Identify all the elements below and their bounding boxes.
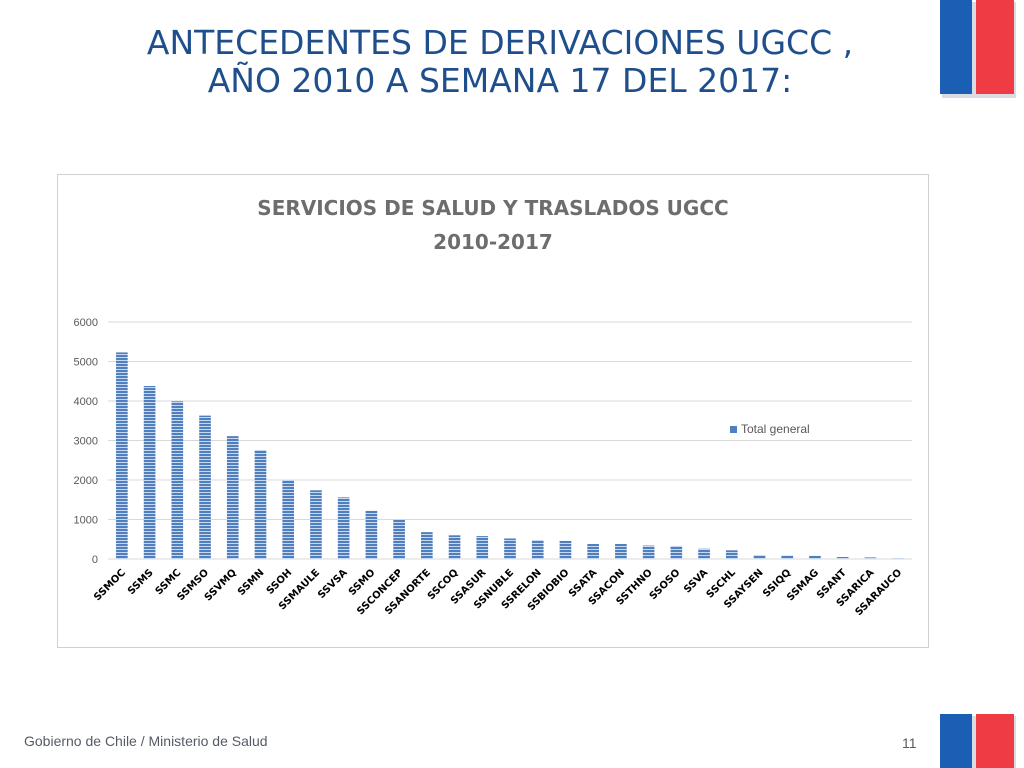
bar — [504, 538, 516, 559]
bar — [781, 555, 794, 559]
chile-flag-logo-bottom — [940, 714, 1016, 768]
y-tick-label: 1000 — [74, 515, 98, 527]
y-tick-label: 2000 — [74, 475, 98, 487]
y-tick-label: 3000 — [74, 436, 98, 448]
bar — [282, 480, 295, 559]
x-tick-label: SSMN — [236, 567, 267, 598]
bar — [670, 545, 683, 559]
bar — [559, 540, 572, 559]
bar — [698, 548, 710, 559]
x-tick-label: SSVSA — [316, 567, 350, 601]
bar — [753, 555, 766, 559]
slide-title: ANTECEDENTES DE DERIVACIONES UGCC , AÑO … — [60, 24, 940, 100]
bar — [836, 557, 849, 559]
bar — [587, 543, 599, 559]
x-tick-label: SSMS — [126, 567, 156, 597]
bar — [116, 352, 128, 559]
bar — [365, 510, 378, 559]
bar — [615, 543, 627, 559]
slide-title-line-1: ANTECEDENTES DE DERIVACIONES UGCC , — [146, 23, 854, 62]
bar — [864, 557, 877, 559]
legend-label: Total general — [741, 422, 810, 436]
chart-title-line-2: 2010-2017 — [433, 230, 553, 254]
chile-flag-logo-top — [940, 0, 1016, 98]
footer-text: Gobierno de Chile / Ministerio de Salud — [24, 733, 268, 749]
y-tick-label: 4000 — [74, 396, 98, 408]
x-tick-label: SSOSO — [648, 567, 683, 602]
y-tick-label: 5000 — [74, 357, 98, 369]
bar — [393, 519, 405, 559]
bar — [421, 532, 433, 559]
bar-chart: SERVICIOS DE SALUD Y TRASLADOS UGCC 2010-… — [74, 196, 912, 618]
bar — [310, 490, 322, 559]
bar — [337, 497, 350, 559]
bar — [143, 385, 156, 559]
bar — [476, 536, 489, 559]
bar — [254, 449, 267, 559]
bar — [171, 401, 184, 559]
bar — [531, 540, 544, 559]
bar — [725, 550, 738, 559]
chart-title-line-1: SERVICIOS DE SALUD Y TRASLADOS UGCC — [257, 196, 728, 220]
bar — [448, 535, 461, 559]
slide-title-line-2: AÑO 2010 A SEMANA 17 DEL 2017: — [207, 61, 793, 100]
bar — [199, 415, 211, 559]
legend-swatch — [730, 426, 737, 433]
bar — [642, 545, 655, 559]
bar — [226, 436, 239, 559]
x-tick-label: SSMOC — [92, 567, 128, 603]
chart-frame: SERVICIOS DE SALUD Y TRASLADOS UGCC 2010-… — [57, 174, 929, 648]
y-tick-label: 0 — [92, 554, 98, 566]
bar — [892, 558, 904, 559]
page-number: 11 — [902, 735, 917, 751]
y-tick-label: 6000 — [74, 317, 98, 329]
bar — [809, 555, 821, 559]
